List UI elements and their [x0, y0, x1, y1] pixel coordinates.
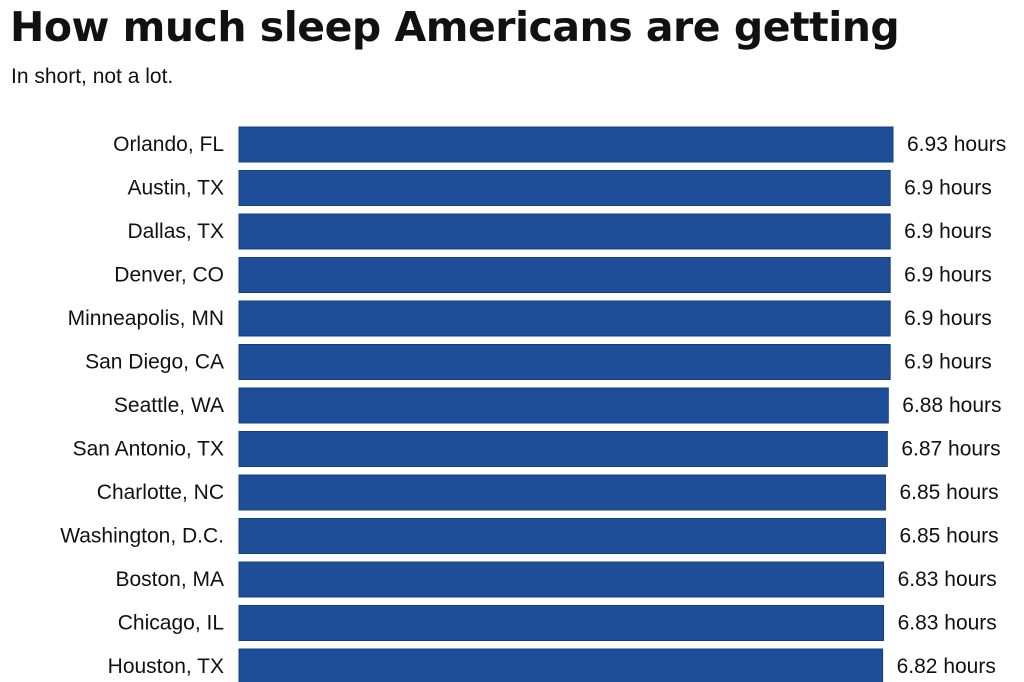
category-label: Orlando, FL: [113, 133, 224, 156]
bar: [238, 387, 889, 424]
value-label: 6.85 hours: [899, 481, 998, 504]
category-label: Boston, MA: [115, 568, 224, 591]
bar: [238, 518, 886, 554]
bar-row: Seattle, WA 6.88 hours: [114, 387, 1002, 424]
bar: [238, 170, 891, 206]
value-label: 6.83 hours: [898, 612, 997, 635]
bar-row: Minneapolis, MN 6.9 hours: [68, 300, 992, 337]
value-label: 6.9 hours: [904, 264, 992, 287]
bar-row: Charlotte, NC 6.85 hours: [97, 474, 999, 511]
value-label: 6.9 hours: [904, 351, 992, 374]
bar-row: Austin, TX 6.9 hours: [128, 170, 992, 206]
value-label: 6.88 hours: [902, 394, 1001, 417]
bar: [238, 300, 891, 337]
bar: [238, 126, 894, 163]
category-label: Dallas, TX: [128, 220, 224, 243]
value-label: 6.85 hours: [899, 525, 998, 548]
value-label: 6.93 hours: [907, 133, 1006, 156]
value-label: 6.83 hours: [898, 568, 997, 591]
bar-row: San Diego, CA 6.9 hours: [85, 344, 992, 380]
bar-row: Denver, CO 6.9 hours: [114, 257, 992, 293]
bar-row: Orlando, FL 6.93 hours: [113, 126, 1006, 163]
bar-row: Houston, TX 6.82 hours: [108, 648, 996, 682]
chart-subtitle: In short, not a lot.: [11, 65, 174, 88]
value-label: 6.87 hours: [901, 438, 1000, 461]
value-label: 6.9 hours: [904, 220, 992, 243]
bar: [238, 605, 885, 641]
value-label: 6.9 hours: [904, 177, 992, 200]
category-label: Charlotte, NC: [97, 481, 224, 504]
bar-row: Washington, D.C. 6.85 hours: [60, 518, 999, 554]
value-label: 6.82 hours: [897, 655, 996, 678]
bar-row: Dallas, TX 6.9 hours: [128, 213, 992, 250]
bar: [238, 561, 885, 598]
category-label: Austin, TX: [128, 177, 225, 200]
bar-row: Boston, MA 6.83 hours: [115, 561, 997, 598]
bar: [238, 257, 891, 293]
bar: [238, 474, 886, 511]
bar-row: Chicago, IL 6.83 hours: [118, 605, 997, 641]
bar: [238, 213, 891, 250]
category-label: Denver, CO: [114, 264, 224, 287]
category-label: Minneapolis, MN: [68, 307, 224, 330]
category-label: Seattle, WA: [114, 394, 224, 417]
category-label: Chicago, IL: [118, 612, 224, 635]
category-label: San Antonio, TX: [73, 438, 224, 461]
category-label: Washington, D.C.: [60, 525, 224, 548]
bar: [238, 648, 884, 682]
bar-row: San Antonio, TX 6.87 hours: [73, 431, 1001, 467]
chart-title: How much sleep Americans are getting: [10, 3, 900, 51]
bar: [238, 344, 891, 380]
category-label: Houston, TX: [108, 655, 224, 678]
bar: [238, 431, 888, 467]
category-label: San Diego, CA: [85, 351, 224, 374]
value-label: 6.9 hours: [904, 307, 992, 330]
